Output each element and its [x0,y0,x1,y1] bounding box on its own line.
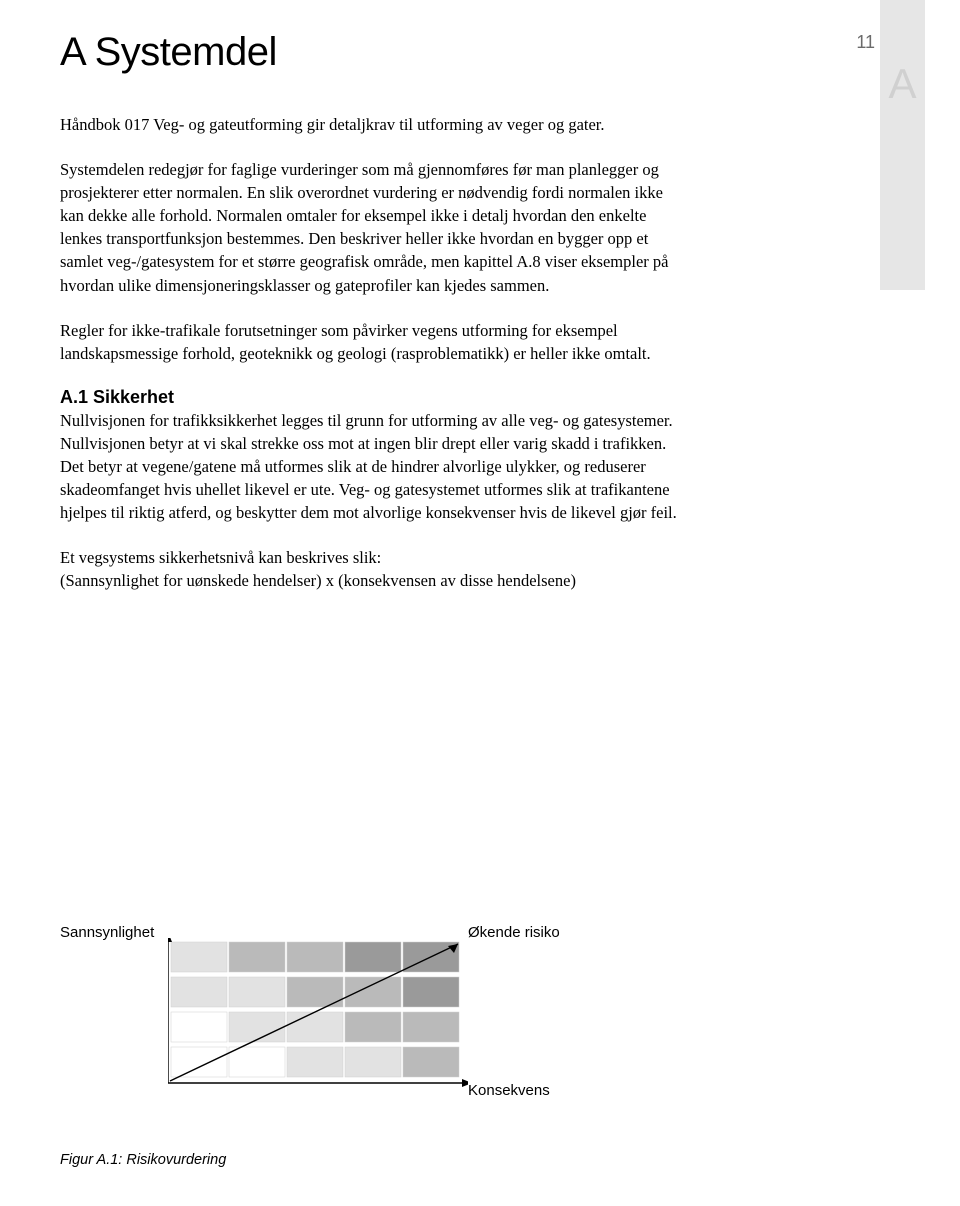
page-number: 11 [856,32,875,53]
paragraph-formula: Et vegsystems sikkerhetsnivå kan beskriv… [60,546,680,592]
page-title: A Systemdel [60,30,680,75]
paragraph-intro: Håndbok 017 Veg- og gateutforming gir de… [60,113,680,136]
page-content: A Systemdel Håndbok 017 Veg- og gateutfo… [0,0,800,593]
paragraph-a1-body: Nullvisjonen for trafikksikkerhet legges… [60,409,680,524]
paragraph-rules: Regler for ikke-trafikale forutsetninger… [60,319,680,365]
risk-matrix-svg [168,938,468,1118]
tab-letter: A [888,60,916,108]
paragraph-system: Systemdelen redegjør for faglige vurderi… [60,158,680,297]
figure-caption: Figur A.1: Risikovurdering [60,1152,226,1168]
y-axis-label: Sannsynlighet [60,924,154,941]
heading-a1: A.1 Sikkerhet [60,387,680,408]
risk-label: Økende risiko [468,924,560,941]
risk-matrix-chart [168,938,458,1106]
x-axis-label: Konsekvens [468,1082,550,1099]
side-tab: A [880,0,925,290]
